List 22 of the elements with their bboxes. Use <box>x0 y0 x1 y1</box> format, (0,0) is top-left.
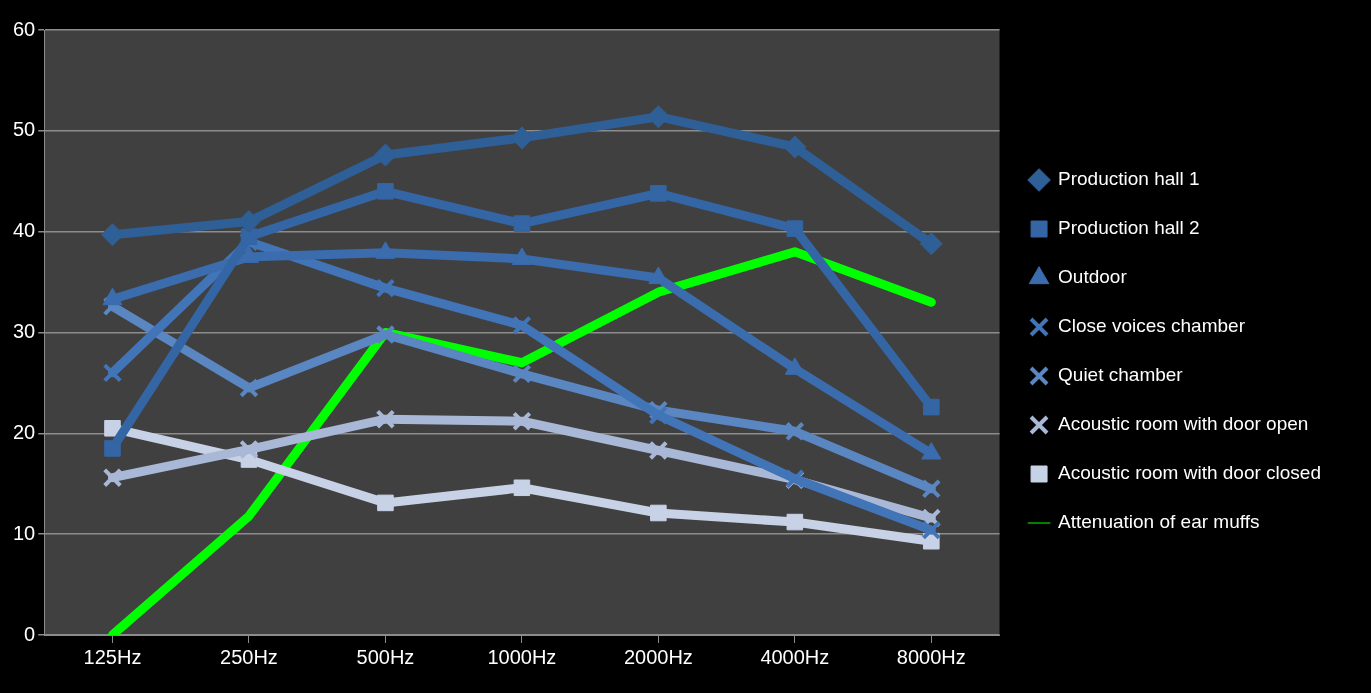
y-tick-label: 30 <box>13 320 36 343</box>
y-tick-label: 0 <box>24 622 36 645</box>
x-tick-label: 8000Hz <box>896 645 966 668</box>
y-tick-label: 50 <box>13 118 36 141</box>
legend-label: Acoustic room with door closed <box>1058 462 1322 484</box>
x-tick-label: 2000Hz <box>623 645 693 668</box>
legend-label: Attenuation of ear muffs <box>1058 511 1260 533</box>
x-tick-label: 250Hz <box>220 645 278 668</box>
y-tick-label: 40 <box>13 219 36 242</box>
y-tick-label: 10 <box>13 521 36 544</box>
legend-label: Acoustic room with door open <box>1058 413 1309 435</box>
legend-label: Production hall 1 <box>1058 168 1200 190</box>
legend-label: Production hall 2 <box>1058 217 1200 239</box>
y-tick-label: 20 <box>13 420 36 443</box>
legend-label: Close voices chamber <box>1058 315 1246 337</box>
x-tick-label: 125Hz <box>83 645 142 668</box>
legend-label: Outdoor <box>1058 266 1128 288</box>
x-tick-label: 500Hz <box>356 645 415 668</box>
x-tick-label: 1000Hz <box>487 645 557 668</box>
x-tick-label: 4000Hz <box>760 645 830 668</box>
legend-label: Quiet chamber <box>1058 364 1184 386</box>
y-tick-label: 60 <box>13 17 36 40</box>
